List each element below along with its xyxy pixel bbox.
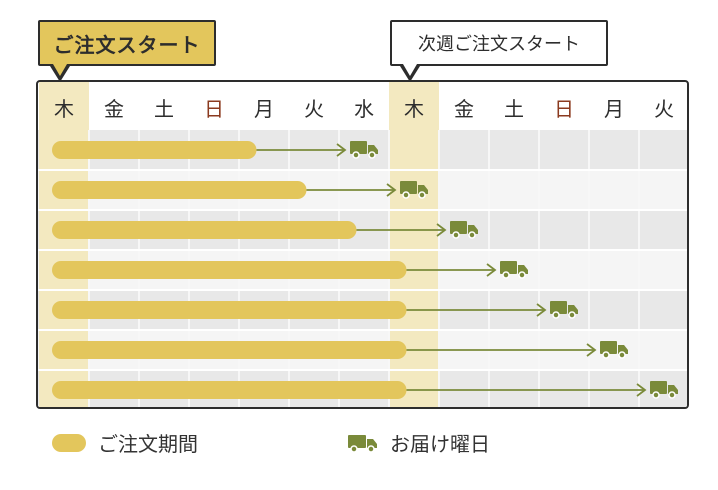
day-header: 日 <box>554 97 574 121</box>
arrow-head <box>386 183 397 197</box>
order-period-bar <box>52 181 307 199</box>
day-header: 金 <box>104 97 124 121</box>
order-start-label: ご注文スタート <box>53 32 201 57</box>
arrow-head <box>486 263 497 277</box>
order-period-bar <box>52 221 357 239</box>
truck-icon <box>350 141 378 159</box>
day-header: 日 <box>204 97 224 121</box>
legend-delivery-day-label: お届け曜日 <box>390 432 490 456</box>
order-period-bar <box>52 341 407 359</box>
day-header: 木 <box>404 97 424 121</box>
truck-icon <box>650 381 678 399</box>
day-header: 土 <box>504 97 524 121</box>
day-header: 月 <box>254 97 274 121</box>
arrow-head <box>636 383 647 397</box>
day-header: 火 <box>304 97 324 121</box>
order-period-swatch <box>52 433 86 452</box>
day-header: 月 <box>604 97 624 121</box>
highlight-column <box>39 82 89 407</box>
day-header: 火 <box>654 97 674 121</box>
arrow-head <box>586 343 597 357</box>
legend-delivery-day: お届け曜日 <box>348 428 490 457</box>
legend-order-period-label: ご注文期間 <box>98 432 198 456</box>
legend-order-period: ご注文期間 <box>52 428 198 457</box>
truck-icon <box>500 261 528 279</box>
highlight-column <box>389 82 439 407</box>
arrow-head <box>536 303 547 317</box>
day-header: 金 <box>454 97 474 121</box>
arrow-head <box>336 143 347 157</box>
order-start-callout: ご注文スタート <box>38 20 216 82</box>
day-header: 水 <box>354 97 374 121</box>
next-week-start-callout: 次週ご注文スタート <box>390 20 608 82</box>
delivery-schedule-grid: 木金土日月火水木金土日月火 <box>36 80 689 409</box>
truck-icon <box>550 301 578 319</box>
arrow-head <box>436 223 447 237</box>
truck-icon <box>400 181 428 199</box>
order-period-bar <box>52 381 407 399</box>
truck-icon <box>450 221 478 239</box>
schedule-chart: 木金土日月火水木金土日月火 <box>38 82 687 407</box>
order-period-bar <box>52 261 407 279</box>
day-header: 木 <box>54 97 74 121</box>
truck-icon <box>600 341 628 359</box>
day-header: 土 <box>154 97 174 121</box>
order-period-bar <box>52 301 407 319</box>
order-period-bar <box>52 141 257 159</box>
next-week-start-label: 次週ご注文スタート <box>418 34 580 55</box>
truck-icon <box>348 434 377 453</box>
